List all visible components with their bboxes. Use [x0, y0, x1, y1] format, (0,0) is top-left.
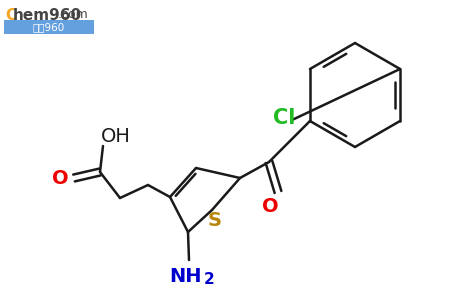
Text: NH: NH [170, 268, 202, 287]
Text: S: S [208, 210, 222, 229]
Text: hem960: hem960 [13, 8, 82, 23]
FancyBboxPatch shape [4, 20, 94, 34]
Text: 2: 2 [204, 272, 215, 287]
Text: C: C [5, 8, 16, 23]
Text: O: O [262, 197, 278, 215]
Text: .com: .com [58, 8, 89, 21]
Text: Cl: Cl [273, 108, 295, 128]
Text: O: O [52, 168, 68, 188]
Text: 化工960: 化工960 [33, 22, 65, 32]
Text: OH: OH [101, 127, 131, 146]
